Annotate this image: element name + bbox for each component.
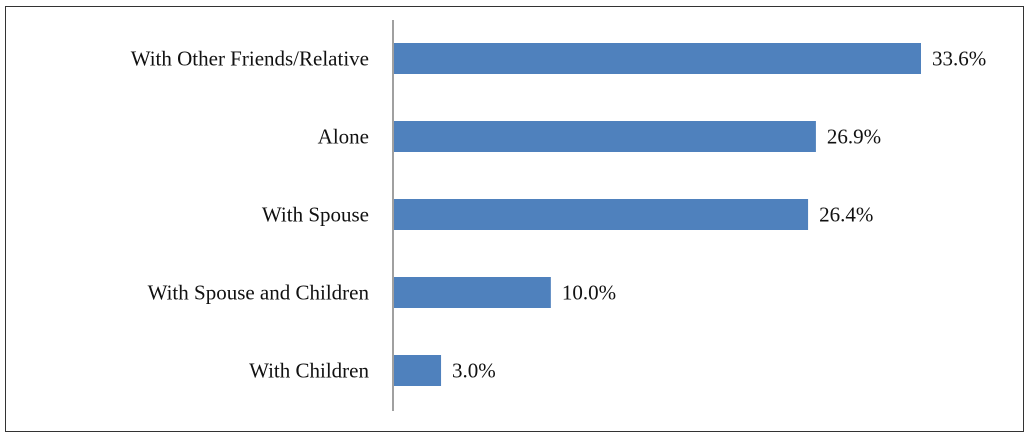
value-label-4: 3.0% xyxy=(452,359,496,383)
value-label-2: 26.4% xyxy=(819,203,873,227)
bar-2 xyxy=(394,199,809,230)
value-label-3: 10.0% xyxy=(562,281,616,305)
category-label-0: With Other Friends/Relative xyxy=(131,47,369,71)
bar-3 xyxy=(394,277,551,308)
value-labels-group: 33.6% 26.9% 26.4% 10.0% 3.0% xyxy=(452,47,986,383)
value-label-1: 26.9% xyxy=(827,125,881,149)
category-label-2: With Spouse xyxy=(262,203,369,227)
bars-group xyxy=(394,43,921,386)
value-label-0: 33.6% xyxy=(932,47,986,71)
category-label-4: With Children xyxy=(249,359,369,383)
bar-4 xyxy=(394,355,442,386)
bar-0 xyxy=(394,43,921,74)
category-labels-group: With Other Friends/Relative Alone With Spo… xyxy=(131,47,370,383)
category-label-3: With Spouse and Children xyxy=(148,281,370,305)
bar-1 xyxy=(394,121,816,152)
category-label-1: Alone xyxy=(318,125,369,149)
